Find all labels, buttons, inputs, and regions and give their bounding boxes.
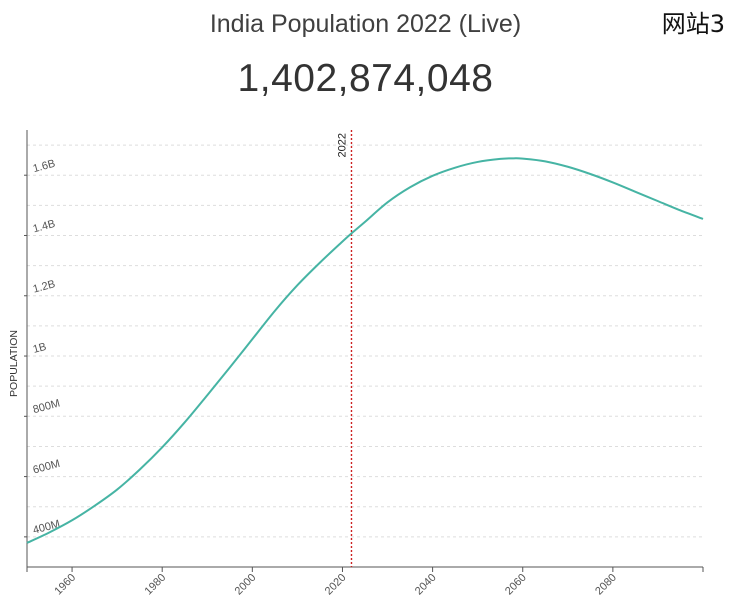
x-tick-label: 1980 [143, 572, 169, 596]
live-population-counter: 1,402,874,048 [237, 57, 494, 100]
y-axis-title: POPULATION [8, 330, 20, 397]
x-tick-label: 2000 [233, 572, 259, 596]
population-series-line [26, 157, 704, 544]
x-tick-label: 2040 [413, 572, 439, 596]
current-year-marker-label: 2022 [336, 133, 348, 157]
y-tick-label: 1.2B [32, 278, 57, 295]
y-tick-label: 800M [32, 397, 62, 416]
page-title: India Population 2022 (Live) [209, 10, 522, 38]
x-tick-label: 2080 [593, 572, 619, 596]
y-tick-label: 1B [32, 341, 48, 356]
y-tick-label: 600M [32, 458, 62, 477]
x-tick-label: 2020 [323, 572, 349, 596]
site-tag: 网站3 [661, 10, 725, 38]
y-tick-label: 1.6B [32, 158, 57, 175]
x-tick-label: 2060 [503, 572, 529, 596]
y-tick-label: 1.4B [32, 218, 57, 235]
x-tick-label: 1960 [52, 572, 78, 596]
